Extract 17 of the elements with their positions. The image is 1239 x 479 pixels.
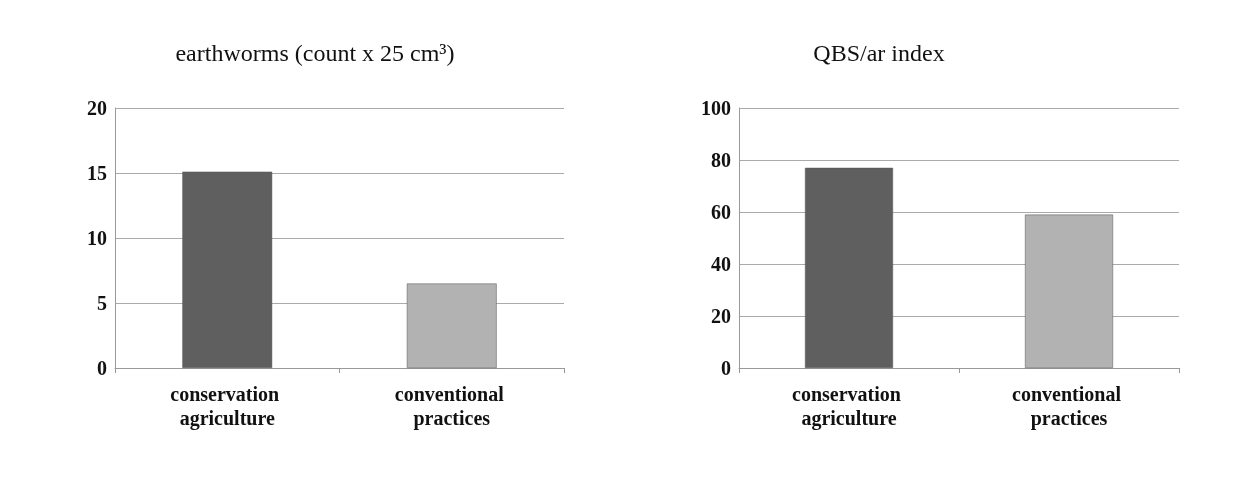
x-tick-label: conventional practices — [1012, 383, 1126, 430]
y-tick-label: 10 — [87, 227, 107, 249]
y-tick-label: 20 — [711, 305, 731, 327]
x-tick-label: conventional practices — [394, 383, 509, 430]
y-tick-label: 0 — [97, 357, 107, 379]
y-tick-label: 0 — [721, 357, 731, 379]
x-tick-label: conservation agriculture — [170, 383, 285, 430]
x-tick-label: conservation agriculture — [792, 383, 906, 430]
y-tick-label: 5 — [97, 292, 107, 314]
y-tick-label: 20 — [87, 97, 107, 119]
chart-title: QBS/ar index — [813, 40, 945, 66]
y-tick-label: 15 — [87, 162, 107, 184]
chart-title: earthworms (count x 25 cm³) — [175, 40, 455, 66]
y-tick-label: 40 — [711, 253, 731, 275]
y-tick-label: 80 — [711, 149, 731, 171]
y-tick-label: 100 — [701, 97, 731, 119]
y-tick-label: 60 — [711, 201, 731, 223]
